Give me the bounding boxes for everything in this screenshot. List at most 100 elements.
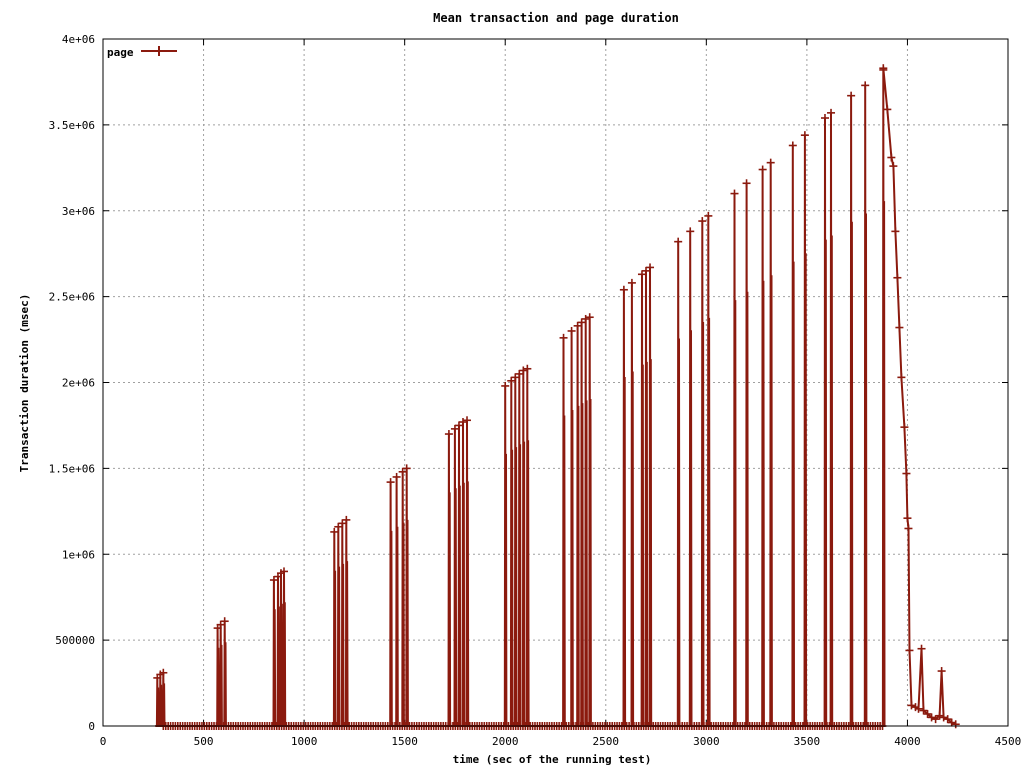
data-point-marker <box>904 524 913 533</box>
x-tick-label: 500 <box>194 735 214 748</box>
legend-label-page: page <box>107 46 134 59</box>
data-point-marker <box>450 424 459 433</box>
data-point-marker <box>923 709 932 718</box>
data-point-marker <box>704 211 713 220</box>
x-tick-label: 4500 <box>995 735 1022 748</box>
data-point-marker <box>559 333 568 342</box>
data-point-marker <box>220 617 229 626</box>
data-point-marker <box>334 522 343 531</box>
x-tick-label: 3500 <box>794 735 821 748</box>
data-point-marker <box>905 646 914 655</box>
data-point-marker <box>523 364 532 373</box>
series-line-page <box>155 68 957 727</box>
data-point-marker <box>883 105 892 114</box>
data-point-marker <box>917 644 926 653</box>
data-point-marker <box>766 158 775 167</box>
data-point-marker <box>827 108 836 117</box>
data-point-marker <box>903 514 912 523</box>
x-tick-label: 2500 <box>593 735 620 748</box>
y-tick-label: 3.5e+06 <box>49 119 95 132</box>
data-point-marker <box>893 273 902 282</box>
data-point-marker <box>937 667 946 676</box>
data-point-marker <box>902 469 911 478</box>
data-point-marker <box>927 713 936 722</box>
x-tick-label: 4000 <box>894 735 921 748</box>
data-point-marker <box>444 430 453 439</box>
data-point-marker <box>463 416 472 425</box>
data-point-marker <box>820 114 829 123</box>
data-point-marker <box>581 314 590 323</box>
data-point-marker <box>730 189 739 198</box>
x-tick-label: 3000 <box>693 735 720 748</box>
data-point-marker <box>501 381 510 390</box>
y-tick-label: 500000 <box>55 634 95 647</box>
data-point-marker <box>515 369 524 378</box>
data-point-marker <box>889 162 898 171</box>
y-axis-label: Transaction duration (msec) <box>18 294 31 473</box>
data-point-marker <box>280 567 288 576</box>
legend: page <box>107 46 177 59</box>
data-point-marker <box>386 478 395 487</box>
data-point-marker <box>800 131 809 140</box>
data-point-marker <box>919 706 928 715</box>
data-point-marker <box>907 701 916 710</box>
x-tick-label: 2000 <box>492 735 519 748</box>
data-point-marker <box>159 668 168 677</box>
data-point-marker <box>674 237 683 246</box>
data-point-marker <box>900 423 909 432</box>
data-point-marker <box>943 715 952 724</box>
data-point-marker <box>947 718 956 727</box>
data-point-marker <box>398 467 407 476</box>
data-point-marker <box>951 720 960 729</box>
data-point-marker <box>511 373 520 382</box>
data-point-marker <box>454 421 463 430</box>
plot-frame <box>102 38 1009 727</box>
data-point-marker <box>338 519 347 528</box>
data-point-marker <box>939 713 948 722</box>
data-point-marker <box>216 620 225 629</box>
data-point-marker <box>642 266 650 275</box>
data-point-marker <box>895 323 904 332</box>
x-tick-label: 0 <box>100 735 107 748</box>
data-point-marker <box>577 318 586 327</box>
x-tick-label: 1000 <box>291 735 318 748</box>
data-point-marker <box>891 227 900 236</box>
x-axis-label: time (sec of the running test) <box>453 753 652 766</box>
data-point-marker <box>342 515 351 524</box>
data-point-marker <box>458 418 467 427</box>
y-tick-label: 4e+06 <box>62 33 95 46</box>
data-point-marker <box>686 227 695 236</box>
y-tick-label: 2.5e+06 <box>49 291 95 304</box>
data-point-marker <box>330 527 339 536</box>
data-point-marker <box>788 141 797 150</box>
y-tick-label: 2e+06 <box>62 377 95 390</box>
chart-title: Mean transaction and page duration <box>433 11 679 25</box>
data-point-marker <box>914 704 923 713</box>
data-point-marker <box>931 715 940 724</box>
data-point-marker <box>402 464 411 473</box>
y-tick-label: 1e+06 <box>62 548 95 561</box>
legend-marker-plus-icon <box>154 46 164 56</box>
data-point-marker <box>646 263 655 272</box>
data-point-marker <box>619 285 628 294</box>
data-point-marker <box>567 326 576 335</box>
y-tick-label: 3e+06 <box>62 205 95 218</box>
data-point-marker <box>887 153 896 162</box>
data-point-marker <box>935 711 944 720</box>
series-page <box>153 64 960 730</box>
y-tick-label: 0 <box>88 720 95 733</box>
data-point-marker <box>392 472 401 481</box>
data-point-marker <box>698 217 707 226</box>
data-point-marker <box>585 313 594 322</box>
y-tick-label: 1.5e+06 <box>49 462 95 475</box>
data-point-marker <box>879 64 888 73</box>
data-point-marker <box>507 376 516 385</box>
grid-lines <box>103 39 1008 726</box>
data-point-marker <box>758 165 767 174</box>
data-point-marker <box>573 321 582 330</box>
data-point-marker <box>519 366 528 375</box>
data-point-marker <box>637 270 646 279</box>
x-tick-label: 1500 <box>391 735 418 748</box>
data-point-marker <box>627 278 636 287</box>
